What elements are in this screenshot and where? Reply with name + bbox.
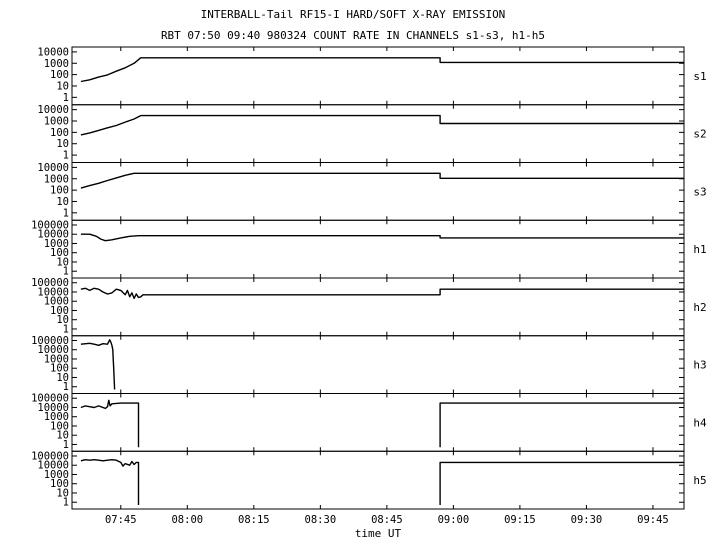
y-tick-label: 10	[56, 256, 69, 268]
panel-frame	[71, 46, 685, 106]
y-tick-label: 100	[50, 363, 69, 375]
y-tick-label: 10	[56, 196, 69, 208]
y-tick-label: 100	[50, 127, 69, 139]
y-tick-label: 1	[63, 207, 69, 219]
y-tick-label: 10000	[37, 286, 69, 298]
y-tick-label: 1000	[44, 469, 69, 481]
panel-label: s2	[693, 128, 706, 141]
y-tick-label: 1000	[44, 238, 69, 250]
y-tick-label: 10000	[37, 402, 69, 414]
y-tick-label: 100000	[31, 219, 69, 231]
y-tick-label: 100	[50, 478, 69, 490]
y-tick-label: 1	[63, 92, 69, 104]
y-tick-label: 1	[63, 323, 69, 335]
x-tick-label: 08:00	[171, 514, 203, 526]
panel-frame	[71, 162, 685, 221]
panel-frame	[71, 335, 685, 394]
x-tick-label: 09:15	[504, 514, 536, 526]
series-line-h1	[80, 233, 684, 242]
y-tick-label: 100000	[31, 450, 69, 462]
x-tick-label: 08:30	[305, 514, 337, 526]
x-tick-label: 07:45	[105, 514, 137, 526]
y-tick-label: 1	[63, 266, 69, 278]
panel-label: h4	[693, 416, 707, 429]
y-tick-label: 10	[56, 138, 69, 150]
y-tick-label: 10000	[37, 229, 69, 241]
panel-label: s1	[693, 70, 706, 83]
y-tick-label: 10000	[37, 344, 69, 356]
panel-label: s3	[693, 185, 706, 198]
y-tick-label: 1000	[44, 411, 69, 423]
panel-label: h5	[693, 474, 706, 487]
series-line-s1	[80, 57, 684, 83]
panel-label: h1	[693, 243, 706, 256]
x-tick-label: 09:45	[637, 514, 669, 526]
y-tick-label: 100000	[31, 277, 69, 289]
panels: 100001000100101s1100001000100101s2100001…	[31, 46, 707, 510]
panel-label: h3	[693, 359, 706, 372]
panel-frame	[71, 219, 685, 279]
chart-title: INTERBALL-Tail RF15-I HARD/SOFT X-RAY EM…	[201, 8, 506, 21]
series-line-h2	[80, 287, 684, 300]
y-tick-label: 100000	[31, 335, 69, 347]
y-tick-label: 100	[50, 305, 69, 317]
series-line-h5	[439, 461, 684, 505]
panel-frame	[71, 393, 685, 452]
y-tick-label: 10	[56, 80, 69, 92]
y-tick-label: 100	[50, 420, 69, 432]
chart-subtitle: RBT 07:50 09:40 980324 COUNT RATE IN CHA…	[161, 29, 545, 42]
y-tick-label: 1	[63, 381, 69, 393]
y-tick-label: 1	[63, 439, 69, 451]
series-line-h4	[439, 402, 684, 448]
y-tick-label: 10000	[37, 104, 69, 116]
panel-frame	[71, 104, 685, 163]
y-tick-label: 10	[56, 372, 69, 384]
y-tick-label: 10	[56, 487, 69, 499]
y-tick-label: 10000	[37, 460, 69, 472]
x-tick-label: 09:30	[571, 514, 603, 526]
y-tick-label: 1000	[44, 296, 69, 308]
y-tick-label: 1000	[44, 116, 69, 128]
y-tick-label: 100	[50, 185, 69, 197]
x-axis-label: time UT	[355, 527, 402, 540]
y-tick-label: 1000	[44, 58, 69, 70]
y-tick-label: 10	[56, 314, 69, 326]
y-tick-label: 1	[63, 497, 69, 509]
x-axis: 07:45 08:00 08:15 08:30 08:45 09:00 09:15 09:30…	[105, 514, 669, 526]
x-tick-label: 09:00	[438, 514, 470, 526]
panel-frame	[71, 450, 685, 510]
y-tick-label: 100	[50, 69, 69, 81]
y-tick-label: 10	[56, 430, 69, 442]
y-tick-label: 10000	[37, 46, 69, 58]
series-line-h5	[80, 459, 140, 505]
y-tick-label: 1000	[44, 353, 69, 365]
y-tick-label: 100	[50, 247, 69, 259]
y-tick-label: 100000	[31, 393, 69, 405]
series-line-s3	[80, 172, 684, 189]
x-tick-label: 08:15	[238, 514, 270, 526]
panel-frame	[71, 277, 685, 337]
series-line-h3	[80, 339, 116, 390]
y-tick-label: 10000	[37, 162, 69, 174]
panel-label: h2	[693, 301, 706, 314]
y-tick-label: 1000	[44, 173, 69, 185]
x-tick-label: 08:45	[371, 514, 403, 526]
series-line-h4	[80, 399, 140, 448]
series-line-s2	[80, 114, 684, 136]
y-tick-label: 1	[63, 150, 69, 162]
